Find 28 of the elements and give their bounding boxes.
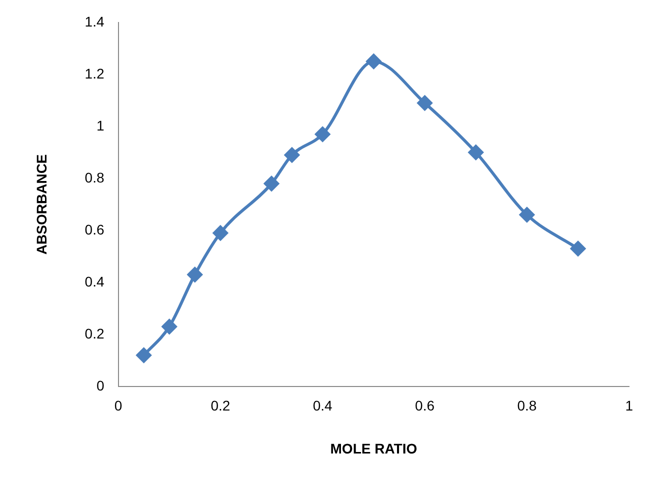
point (264, 176, 280, 192)
x-tick-label: 0.4 (312, 398, 333, 414)
y-axis-title: ABSORBANCE (33, 154, 50, 255)
y-tick-label: 1.4 (84, 13, 104, 30)
point (162, 319, 177, 334)
x-tick-label: 1 (625, 398, 634, 414)
y-tick-label: 0.6 (84, 221, 104, 238)
y-tick-label: 0 (96, 377, 104, 394)
point (187, 267, 202, 282)
point (519, 207, 534, 222)
x-tick-label: 0.8 (517, 398, 537, 414)
point (366, 54, 382, 69)
y-tick-label: 1.2 (84, 65, 104, 82)
y-tick-label: 0.2 (84, 325, 104, 342)
x-axis-title: MOLE RATIO (330, 440, 418, 456)
point (468, 144, 484, 160)
x-tick-label: 0.2 (210, 398, 230, 414)
point (284, 148, 300, 162)
x-tick-label: 0 (114, 398, 122, 414)
y-tick-label: 0.8 (84, 169, 104, 186)
point (417, 96, 432, 110)
y-tick-label: 1 (96, 117, 104, 134)
point (570, 241, 586, 256)
point (136, 348, 152, 363)
point (315, 126, 330, 142)
point (212, 226, 228, 240)
y-tick-label: 0.4 (84, 273, 104, 290)
x-tick-label: 0.6 (415, 398, 435, 414)
